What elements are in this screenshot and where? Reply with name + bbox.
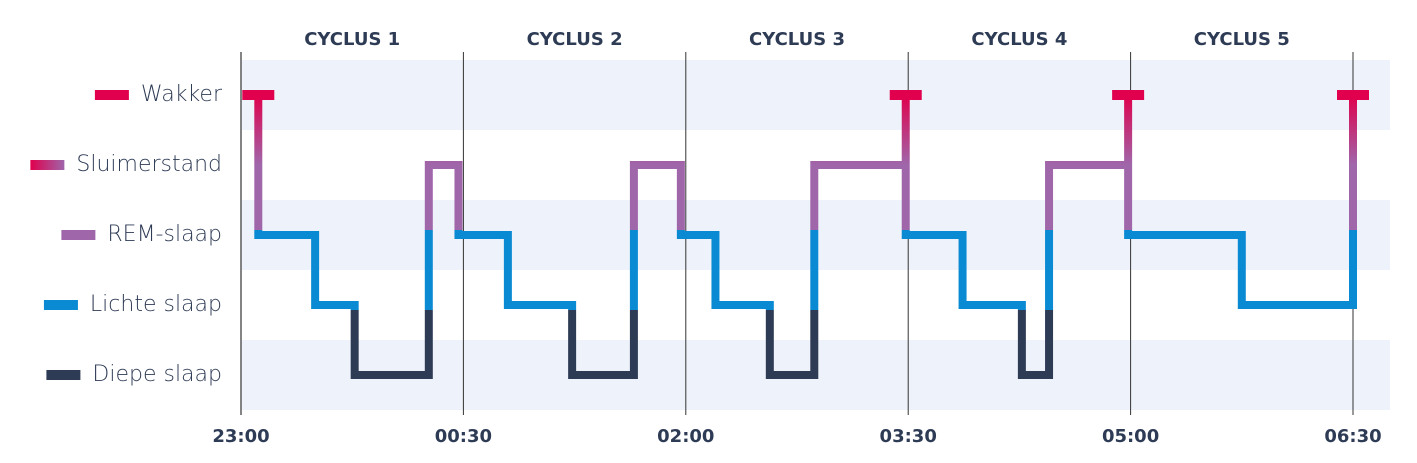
- wake-marker: [889, 90, 922, 100]
- wake-marker: [1337, 90, 1369, 100]
- x-tick-label: 00:30: [435, 426, 492, 447]
- x-tick-label: 05:00: [1102, 426, 1159, 447]
- cycle-label: CYCLUS 5: [1194, 29, 1290, 50]
- y-category-label: Lichte slaap: [90, 292, 222, 317]
- cycle-label: CYCLUS 2: [527, 29, 623, 50]
- x-tick-label: 02:00: [657, 426, 714, 447]
- x-tick-label: 06:30: [1324, 426, 1381, 447]
- x-tick-label: 23:00: [212, 426, 269, 447]
- legend-swatch: [94, 90, 129, 100]
- legend-swatch: [43, 300, 78, 310]
- y-category-label: Diepe slaap: [92, 362, 222, 387]
- cycle-label: CYCLUS 3: [749, 29, 845, 50]
- row-band: [241, 60, 1390, 130]
- cycle-label: CYCLUS 1: [304, 29, 400, 50]
- x-tick-label: 03:30: [880, 426, 937, 447]
- y-category-label: Sluimerstand: [76, 152, 222, 177]
- wake-marker: [242, 90, 275, 100]
- y-category-label: REM-slaap: [107, 222, 222, 247]
- legend-swatch: [30, 160, 65, 170]
- sleep-line: [254, 95, 1357, 379]
- legend-swatch: [46, 370, 81, 380]
- y-category-label: Wakker: [141, 82, 223, 107]
- cycle-label: CYCLUS 4: [971, 29, 1067, 50]
- wake-marker: [1112, 90, 1145, 100]
- legend-swatch: [61, 230, 96, 240]
